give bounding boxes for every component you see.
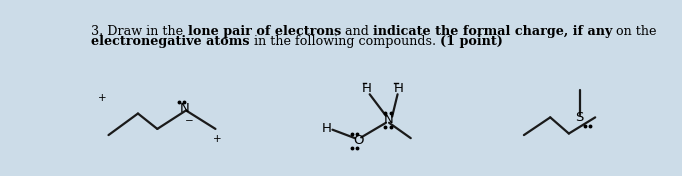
Text: −: −	[185, 116, 194, 126]
Text: +: +	[98, 93, 106, 103]
Text: 3. Draw in the: 3. Draw in the	[91, 25, 188, 38]
Text: indicate the formal charge, if any: indicate the formal charge, if any	[372, 25, 612, 38]
Text: H: H	[322, 122, 332, 135]
Text: H: H	[361, 82, 372, 95]
Text: lone pair of electrons: lone pair of electrons	[188, 25, 341, 38]
Text: H: H	[394, 82, 404, 95]
Text: and: and	[341, 25, 372, 38]
Text: on the: on the	[612, 25, 657, 38]
Text: in the following compounds.: in the following compounds.	[250, 35, 440, 48]
Text: electronegative atoms: electronegative atoms	[91, 35, 250, 48]
Text: S: S	[576, 111, 584, 124]
Text: N: N	[179, 102, 190, 115]
Text: (1 point): (1 point)	[440, 35, 503, 48]
Text: O: O	[353, 134, 364, 147]
Text: +: +	[213, 134, 222, 144]
Text: N: N	[384, 113, 394, 126]
